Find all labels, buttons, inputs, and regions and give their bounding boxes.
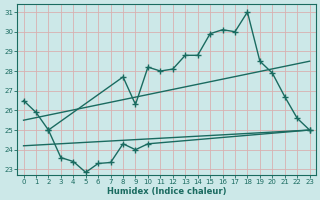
X-axis label: Humidex (Indice chaleur): Humidex (Indice chaleur) [107, 187, 226, 196]
